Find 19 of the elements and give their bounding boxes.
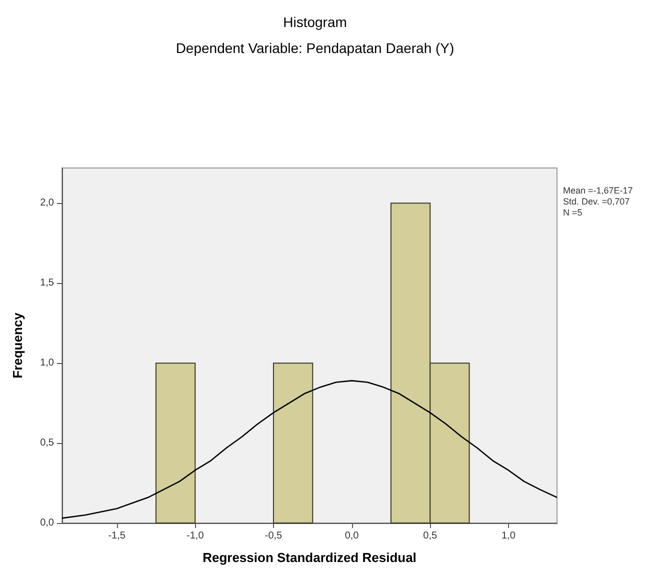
x-tick-label: 0,5 (423, 530, 438, 542)
y-tick-label: 1,5 (40, 278, 54, 289)
x-axis-title: Regression Standardized Residual (202, 550, 416, 565)
x-tick-label: 0,0 (344, 530, 360, 542)
y-tick-label: 0,5 (40, 438, 54, 449)
y-tick-label: 0,0 (40, 518, 54, 528)
x-tick-label: -1,5 (108, 530, 126, 542)
text: N =5 (563, 208, 582, 218)
y-tick-label: 2,0 (40, 198, 54, 209)
chart-title: Histogram (283, 14, 347, 30)
x-tick-label: -1,0 (186, 530, 204, 542)
x-tick-label: 1,0 (501, 530, 516, 542)
line-series (61, 380, 558, 519)
text: Mean =-1,67E-17 (563, 186, 633, 196)
x-tick-label: -0,5 (264, 530, 283, 542)
y-tick-label: 1,0 (40, 358, 54, 369)
text: Std. Dev. =0,707 (563, 196, 630, 206)
y-axis-title: Frequency (10, 312, 25, 378)
chart-subtitle: Dependent Variable: Pendapatan Daerah (Y) (176, 40, 454, 56)
